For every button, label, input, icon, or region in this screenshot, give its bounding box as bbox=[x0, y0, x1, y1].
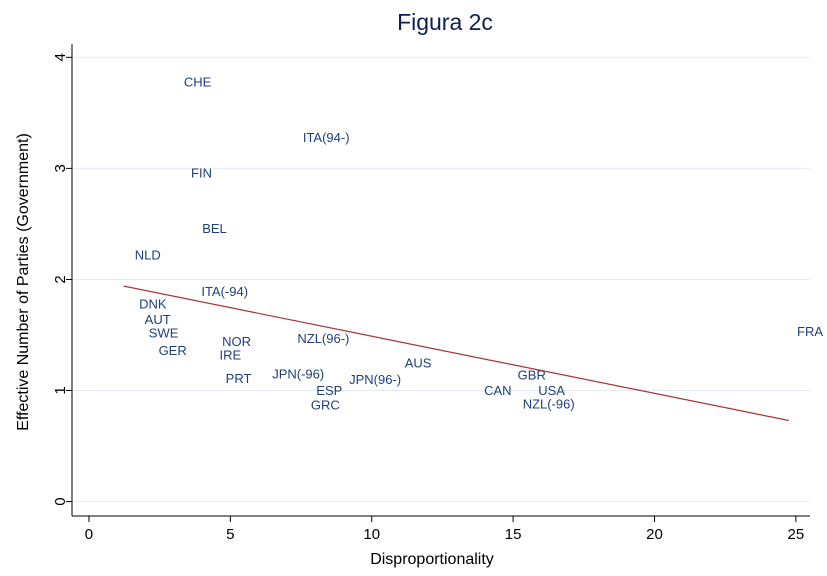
point-label: IRE bbox=[220, 348, 242, 363]
chart-title: Figura 2c bbox=[397, 9, 493, 35]
fit-line bbox=[123, 285, 789, 422]
point-label: PRT bbox=[226, 371, 252, 386]
y-tick-label: 0 bbox=[52, 497, 69, 505]
point-label: JPN(96-) bbox=[349, 372, 401, 387]
point-label: JPN(-96) bbox=[272, 366, 324, 381]
point-label: AUS bbox=[405, 355, 432, 370]
point-label: FRA bbox=[797, 324, 823, 339]
x-tick-label: 0 bbox=[85, 526, 93, 543]
x-tick-label: 15 bbox=[505, 526, 522, 543]
x-tick-label: 20 bbox=[646, 526, 663, 543]
point-label: NZL(96-) bbox=[297, 331, 349, 346]
y-axis-label: Effective Number of Parties (Government) bbox=[15, 133, 32, 431]
point-label: GER bbox=[159, 343, 187, 358]
x-tick-label: 10 bbox=[363, 526, 380, 543]
point-label: ESP bbox=[316, 383, 342, 398]
y-tick-label: 2 bbox=[52, 275, 69, 283]
point-label: NZL(-96) bbox=[523, 396, 575, 411]
point-label: SWE bbox=[149, 325, 179, 340]
point-label: FIN bbox=[191, 165, 212, 180]
x-tick-label: 5 bbox=[226, 526, 234, 543]
point-label: ITA(-94) bbox=[201, 284, 248, 299]
point-label: USA bbox=[538, 383, 565, 398]
point-label: NOR bbox=[222, 334, 251, 349]
y-tick-label: 4 bbox=[52, 53, 69, 61]
x-axis-label: Disproportionality bbox=[370, 551, 494, 568]
x-tick-label: 25 bbox=[788, 526, 805, 543]
y-tick-label: 1 bbox=[52, 386, 69, 394]
point-label: AUT bbox=[145, 312, 171, 327]
point-label: ITA(94-) bbox=[303, 130, 350, 145]
y-tick-label: 3 bbox=[52, 164, 69, 172]
point-label: CHE bbox=[184, 74, 212, 89]
point-label: DNK bbox=[139, 296, 167, 311]
point-label: CAN bbox=[484, 383, 511, 398]
point-label: GBR bbox=[518, 368, 546, 383]
point-label: BEL bbox=[202, 221, 227, 236]
point-label: GRC bbox=[311, 397, 340, 412]
point-label: NLD bbox=[135, 248, 161, 263]
